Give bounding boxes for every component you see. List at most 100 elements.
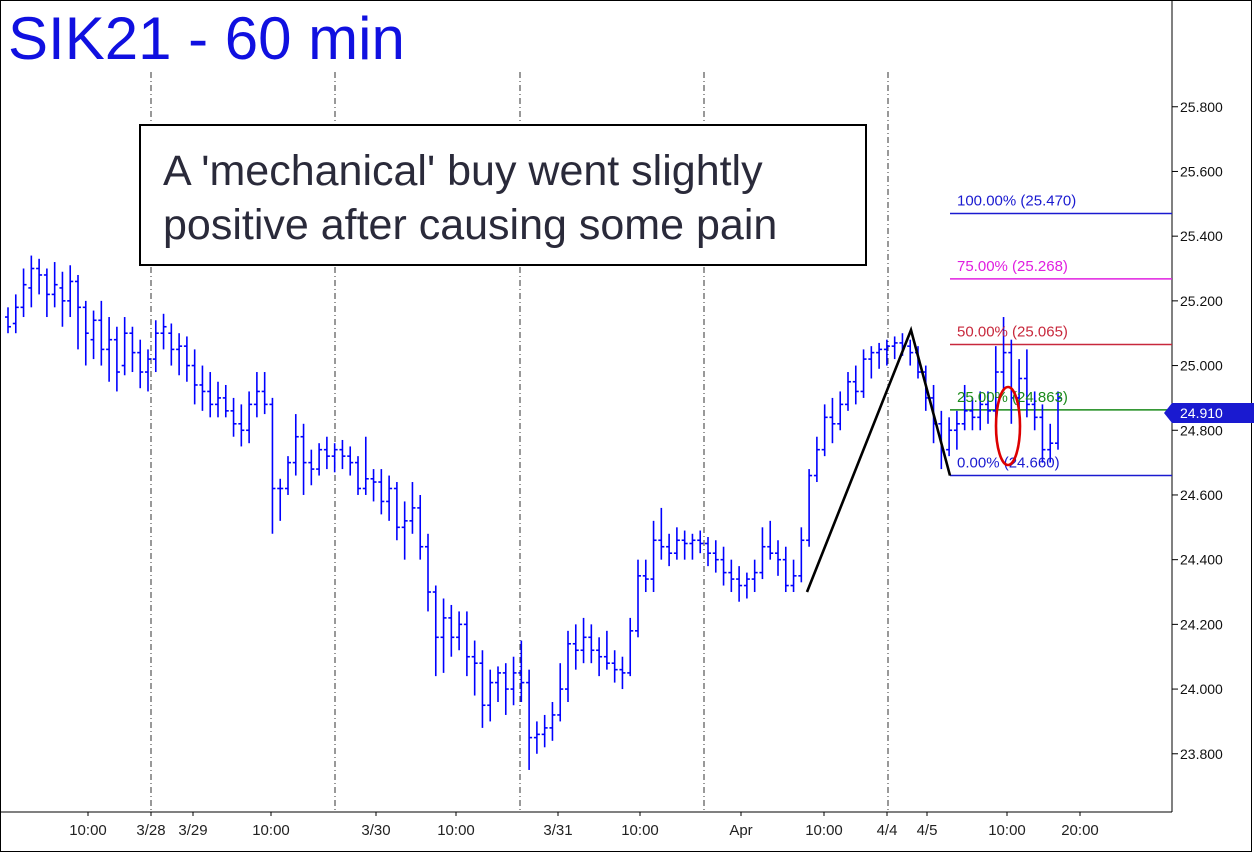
ohlc-bar <box>790 559 797 593</box>
ohlc-bar <box>961 384 968 431</box>
ohlc-bar <box>425 533 431 612</box>
x-tick-label-9: 10:00 <box>805 822 843 839</box>
ohlc-bar <box>222 384 229 418</box>
ohlc-bar <box>611 650 618 683</box>
ohlc-bar <box>355 456 361 495</box>
ohlc-bar <box>712 540 719 573</box>
ohlc-bar <box>642 559 649 593</box>
ohlc-bar <box>619 656 626 690</box>
ohlc-bar <box>953 410 960 450</box>
ohlc-bar <box>160 313 167 350</box>
ohlc-bar <box>992 346 999 418</box>
y-tick-label-7: 25.200 <box>1180 293 1223 309</box>
ohlc-bar <box>705 537 711 567</box>
chart-title: SIK21 - 60 min <box>8 5 405 72</box>
ohlc-bar <box>829 397 836 444</box>
ohlc-bar <box>246 391 253 444</box>
x-tick-label-12: 10:00 <box>988 822 1026 839</box>
y-tick-label-5: 24.800 <box>1180 422 1223 438</box>
ohlc-bar <box>59 271 66 327</box>
ohlc-bar <box>666 533 673 567</box>
ohlc-bar <box>386 475 393 521</box>
fib-label-4: 0.00% (24.660) <box>957 455 1060 472</box>
ohlc-bar <box>51 262 58 308</box>
ohlc-bar <box>533 721 540 754</box>
ohlc-bar <box>471 640 478 696</box>
ohlc-bar <box>456 611 463 651</box>
ohlc-bar <box>572 624 579 670</box>
ohlc-bar <box>137 339 144 389</box>
ohlc-bars <box>5 255 1061 770</box>
ohlc-bar <box>837 391 844 431</box>
ohlc-bar <box>1008 339 1015 424</box>
ohlc-bar <box>121 317 128 376</box>
ohlc-bar <box>207 372 214 418</box>
x-tick-label-8: Apr <box>729 822 752 839</box>
ohlc-bar <box>479 650 486 728</box>
ohlc-bar <box>331 443 338 473</box>
ohlc-bar <box>176 333 183 376</box>
ohlc-bar <box>557 663 564 722</box>
ohlc-bar <box>36 258 43 295</box>
ohlc-bar <box>627 617 634 677</box>
ohlc-bar <box>635 559 641 638</box>
ohlc-bar <box>821 404 828 457</box>
y-tick-label-9: 25.600 <box>1180 163 1223 179</box>
ohlc-bar <box>277 478 284 521</box>
ohlc-bar <box>541 714 548 748</box>
ohlc-bar <box>98 300 105 366</box>
ohlc-bar <box>5 307 11 334</box>
ohlc-bar <box>510 656 517 706</box>
ohlc-bar <box>681 530 688 560</box>
y-tick-label-1: 24.000 <box>1180 681 1223 697</box>
x-tick-label-7: 10:00 <box>621 822 659 839</box>
x-tick-label-3: 10:00 <box>252 822 290 839</box>
ohlc-bar <box>463 611 470 677</box>
x-tick-label-11: 4/5 <box>917 822 938 839</box>
ohlc-bar <box>1000 317 1007 392</box>
ohlc-bar <box>876 342 883 369</box>
abc-pattern-line <box>805 325 952 593</box>
ohlc-bar <box>129 326 136 373</box>
ohlc-bar <box>1047 423 1054 463</box>
ohlc-bar <box>969 397 976 431</box>
ohlc-bar <box>743 572 750 599</box>
ohlc-bar <box>650 520 657 593</box>
ohlc-bar <box>907 339 914 366</box>
fib-label-1: 75.00% (25.268) <box>957 258 1068 275</box>
highlight-ellipse <box>994 385 1022 467</box>
ohlc-bar <box>432 585 439 677</box>
ohlc-bar <box>191 349 198 405</box>
ohlc-bar <box>253 372 260 418</box>
ohlc-bar <box>215 381 221 418</box>
ohlc-bar <box>1055 391 1061 450</box>
ohlc-bar <box>90 310 97 360</box>
ohlc-bar <box>697 530 704 554</box>
ohlc-bar <box>883 339 890 366</box>
annotation-box: A 'mechanical' buy went slightly positiv… <box>139 124 867 266</box>
ohlc-bar <box>417 494 424 560</box>
fib-label-3: 25.00% (24.863) <box>957 389 1068 406</box>
ohlc-bar <box>401 501 408 560</box>
x-tick-label-6: 3/31 <box>543 822 572 839</box>
ohlc-bar <box>782 546 789 593</box>
ohlc-bar <box>43 268 50 318</box>
fib-label-0: 100.00% (25.470) <box>957 193 1076 210</box>
ohlc-bar <box>183 336 190 382</box>
ohlc-bar <box>813 436 820 483</box>
x-tick-label-13: 20:00 <box>1061 822 1099 839</box>
x-tick-label-10: 4/4 <box>877 822 898 839</box>
ohlc-bar <box>689 533 696 560</box>
y-tick-label-3: 24.400 <box>1180 552 1223 568</box>
ohlc-bar <box>370 469 377 502</box>
ohlc-bar <box>946 417 953 457</box>
x-tick-label-0: 10:00 <box>69 822 107 839</box>
x-tick-label-2: 3/29 <box>178 822 207 839</box>
x-tick-label-4: 3/30 <box>361 822 390 839</box>
ohlc-bar <box>409 482 416 534</box>
ohlc-bar <box>767 520 774 560</box>
ohlc-bar <box>168 323 175 366</box>
ohlc-bar <box>440 598 447 673</box>
ohlc-bar <box>230 397 237 437</box>
